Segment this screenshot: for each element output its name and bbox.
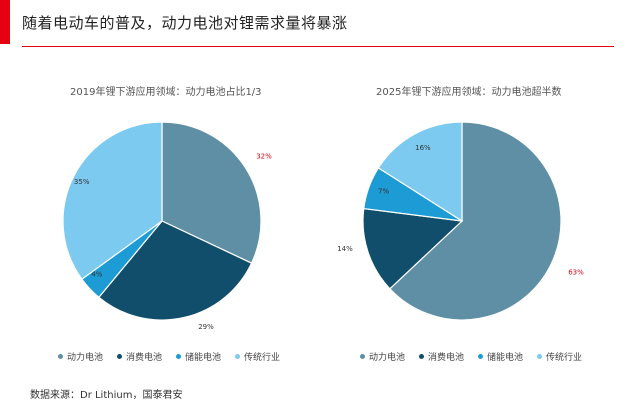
slice-data-label: 14% bbox=[337, 245, 353, 253]
pie-chart-2025: 63% 14% 7% 16% bbox=[337, 121, 584, 321]
legend-swatch bbox=[478, 354, 484, 359]
legend-label: 消费电池 bbox=[126, 353, 163, 363]
pie-slice-4 bbox=[62, 121, 163, 281]
accent-bar bbox=[0, 0, 10, 44]
legend-item: 动力电池 bbox=[360, 350, 405, 363]
page-title: 随着电动车的普及，动力电池对锂需求量将暴涨 bbox=[22, 14, 348, 32]
pie-slice-2 bbox=[362, 207, 464, 290]
slice-data-label: 35% bbox=[74, 178, 90, 186]
legend-item: 动力电池 bbox=[58, 350, 103, 363]
legend-2025: 动力电池 消费电池 储能电池 传统行业 bbox=[360, 350, 582, 363]
legend-swatch bbox=[176, 354, 182, 359]
legend-2019: 动力电池 消费电池 储能电池 传统行业 bbox=[58, 350, 280, 363]
slice-data-label: 4% bbox=[91, 271, 102, 279]
pie-slice-2 bbox=[98, 220, 253, 321]
legend-label: 储能电池 bbox=[185, 353, 222, 363]
slice-data-label: 63% bbox=[568, 268, 584, 276]
data-source: 数据来源：Dr Lithium，国泰君安 bbox=[30, 390, 183, 401]
pie-slice-1 bbox=[161, 121, 262, 264]
legend-swatch bbox=[360, 354, 365, 359]
legend-swatch bbox=[117, 354, 123, 359]
legend-label: 动力电池 bbox=[67, 353, 104, 363]
legend-swatch bbox=[58, 354, 63, 359]
slice-data-label: 7% bbox=[378, 188, 389, 196]
legend-swatch bbox=[419, 354, 425, 359]
legend-swatch bbox=[537, 354, 543, 359]
pie-slice-4 bbox=[377, 121, 463, 223]
legend-item: 传统行业 bbox=[235, 350, 280, 363]
legend-item: 传统行业 bbox=[537, 350, 582, 363]
legend-label: 储能电池 bbox=[487, 353, 524, 363]
chart-title-2025: 2025年锂下游应用领域：动力电池超半数 bbox=[376, 87, 562, 98]
legend-item: 消费电池 bbox=[117, 350, 162, 363]
header-divider bbox=[22, 46, 614, 47]
legend-swatch bbox=[235, 354, 241, 359]
pie-chart-2019: 32% 29% 4% 35% bbox=[62, 121, 272, 331]
legend-label: 动力电池 bbox=[369, 353, 406, 363]
legend-label: 消费电池 bbox=[428, 353, 465, 363]
slice-data-label: 29% bbox=[198, 323, 214, 331]
legend-label: 传统行业 bbox=[244, 353, 281, 363]
legend-item: 储能电池 bbox=[478, 350, 523, 363]
legend-item: 储能电池 bbox=[176, 350, 221, 363]
legend-label: 传统行业 bbox=[546, 353, 583, 363]
legend-item: 消费电池 bbox=[419, 350, 464, 363]
chart-title-2019: 2019年锂下游应用领域：动力电池占比1/3 bbox=[70, 87, 262, 98]
pie-slice-1 bbox=[388, 121, 562, 321]
slice-data-label: 32% bbox=[256, 153, 272, 161]
slice-data-label: 16% bbox=[415, 144, 431, 152]
